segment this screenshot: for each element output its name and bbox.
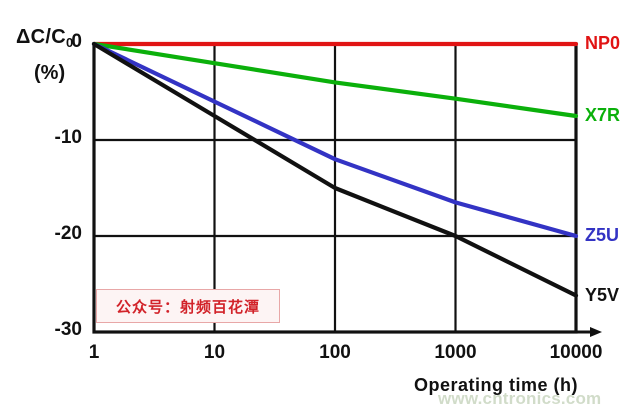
y-axis-label-subscript: 0 xyxy=(66,35,74,50)
x-tick-label: 100 xyxy=(319,342,351,363)
y-tick-label: 0 xyxy=(71,31,82,52)
y-axis-label-text: ΔC/C xyxy=(16,26,67,48)
y-tick-label: -20 xyxy=(54,223,82,244)
x-axis-title: Operating time (h) xyxy=(414,375,579,395)
x-tick-label: 10000 xyxy=(549,342,603,363)
annotation-text: 公众号：射频百花潭 xyxy=(115,297,260,316)
y-tick-label: -10 xyxy=(54,127,82,148)
x-tick-label: 1000 xyxy=(434,342,477,363)
x-tick-label: 1 xyxy=(88,342,100,363)
y-axis-label: ΔC/C0 xyxy=(16,26,74,50)
y-axis-unit: (%) xyxy=(34,62,66,84)
x-tick-label: 10 xyxy=(203,342,226,363)
y-tick-label: -30 xyxy=(54,319,82,340)
legend-label-np0: NP0 xyxy=(585,33,621,53)
legend-label-x7r: X7R xyxy=(585,105,621,125)
legend-label-z5u: Z5U xyxy=(585,225,620,245)
watermark: www.cntronics.com xyxy=(438,389,602,408)
data-series xyxy=(91,41,579,298)
annotation-box: 公众号：射频百花潭 xyxy=(96,289,280,323)
legend-label-y5v: Y5V xyxy=(585,284,620,305)
x-axis-arrow xyxy=(576,327,602,337)
